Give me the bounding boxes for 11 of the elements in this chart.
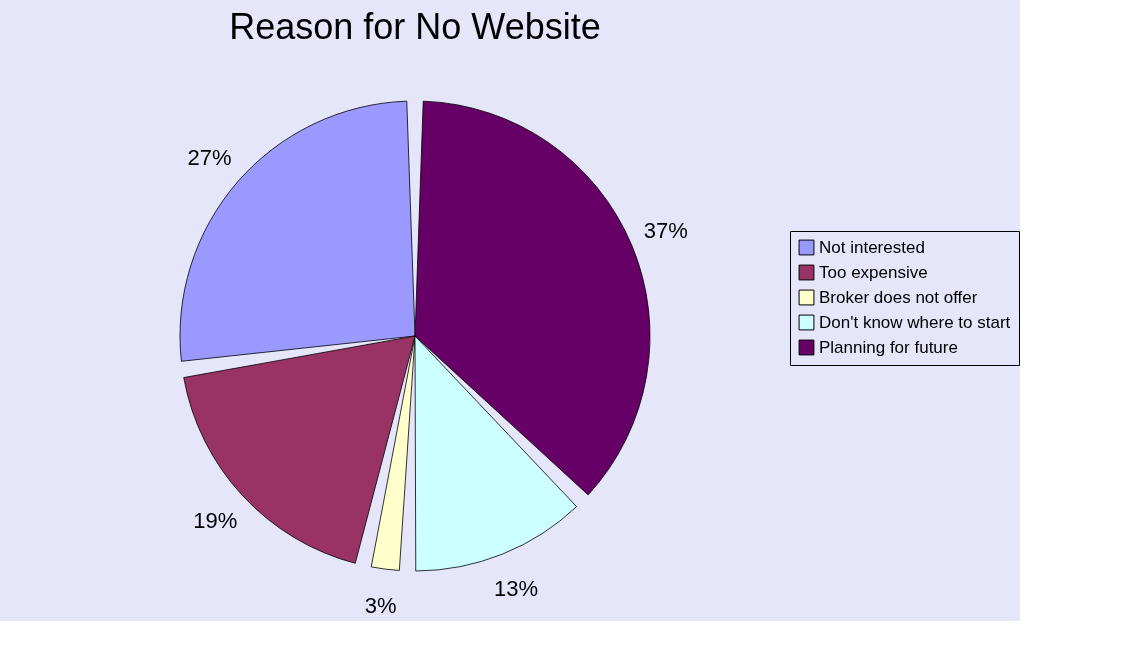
legend-label: Planning for future: [819, 337, 958, 357]
data-label: 3%: [364, 592, 397, 618]
data-label: 37%: [643, 217, 688, 243]
data-label: 27%: [187, 144, 232, 170]
legend-label: Don't know where to start: [819, 312, 1011, 332]
data-label: 19%: [193, 507, 238, 533]
legend-label: Broker does not offer: [819, 287, 978, 307]
data-label: 13%: [494, 575, 539, 601]
legend-label: Not interested: [819, 237, 925, 257]
legend-label: Too expensive: [819, 262, 928, 282]
chart-title: Reason for No Website: [229, 6, 601, 47]
